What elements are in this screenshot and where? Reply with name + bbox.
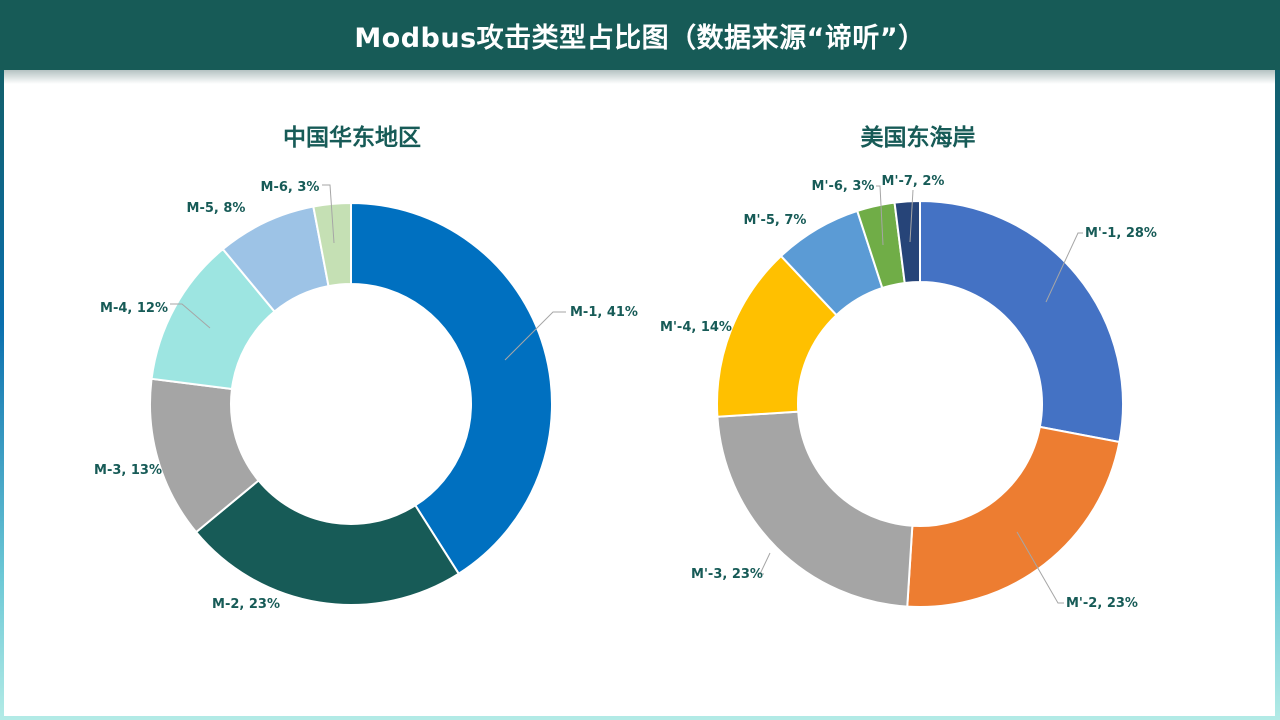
data-label: M'-6, 3%: [812, 179, 875, 194]
donut-slice-mp-3: [716, 410, 914, 608]
donut-chart-us-east-coast: M'-1, 28% M'-2, 23% M'-3, 23% M'-4, 14% M'-5…: [660, 174, 1157, 611]
donut-slice-m-6: [312, 201, 352, 288]
chart-title-us-east-coast: 美国东海岸: [860, 125, 976, 151]
leader-line: [876, 185, 884, 246]
leader-line: [504, 311, 566, 361]
data-label: M'-1, 28%: [1085, 226, 1157, 241]
donut-slice-m-2: [194, 479, 461, 606]
donut-chart-east-china: M-1, 41% M-2, 23% M-3, 13% M-4, 12% M-5, 8% M…: [94, 180, 638, 612]
data-label: M'-7, 2%: [882, 174, 945, 189]
data-label: M'-3, 23%: [691, 567, 763, 582]
chart-title-east-china: 中国华东地区: [283, 125, 421, 151]
leader-line: [322, 184, 335, 244]
data-label: M-1, 41%: [570, 305, 638, 320]
page-title: Modbus攻击类型占比图（数据来源“谛听”）: [354, 22, 926, 54]
leader-line: [1016, 531, 1064, 604]
data-label: M-2, 23%: [212, 597, 280, 612]
slide-header: Modbus攻击类型占比图（数据来源“谛听”）: [0, 0, 1280, 70]
leader-line: [170, 303, 211, 329]
data-label: M-5, 8%: [187, 201, 246, 216]
data-label: M'-4, 14%: [660, 320, 732, 335]
donut-slice-mp-7: [893, 199, 921, 285]
donut-slice-m-1: [350, 201, 553, 576]
data-label: M'-5, 7%: [744, 213, 807, 228]
data-label: M-6, 3%: [261, 180, 320, 195]
donut-slice-mp-1: [919, 199, 1124, 444]
data-label: M-3, 13%: [94, 463, 162, 478]
leader-line: [909, 189, 914, 243]
data-label: M-4, 12%: [100, 301, 168, 316]
leader-line: [759, 552, 771, 575]
donut-slice-mp-2: [906, 425, 1121, 608]
header-shadow: [4, 70, 1275, 84]
leader-line: [1045, 232, 1083, 303]
data-label: M'-2, 23%: [1066, 596, 1138, 611]
